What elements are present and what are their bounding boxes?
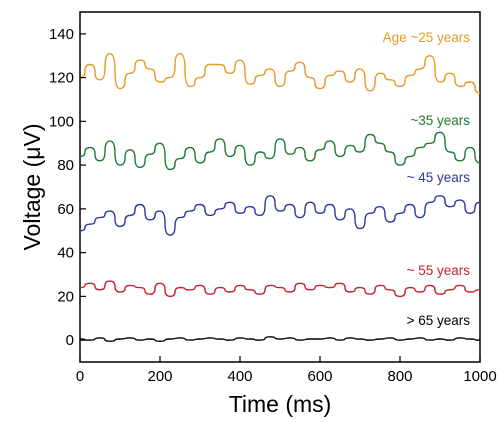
x-tick-label: 800: [387, 368, 412, 385]
y-axis-title: Voltage (μV): [19, 123, 45, 250]
x-axis-ticks: 0 200 400 600 800 1000: [76, 356, 497, 385]
series-label: Age ~25 years: [383, 30, 471, 45]
plot-frame: [79, 11, 481, 363]
y-tick-label: 60: [57, 201, 74, 218]
y-tick-label: 80: [57, 157, 74, 174]
series-label: ~ 45 years: [407, 170, 471, 185]
x-tick-label: 1000: [463, 368, 496, 385]
plot-area: [79, 11, 481, 363]
series-labels: Age ~25 years ~35 years ~ 45 years ~ 55 yea…: [383, 30, 471, 328]
y-tick-label: 140: [49, 26, 74, 43]
x-tick-label: 400: [227, 368, 252, 385]
y-axis-ticks: 0 20 40 60 80 100 120 140: [49, 26, 86, 349]
series-label: > 65 years: [407, 313, 471, 328]
x-tick-label: 200: [147, 368, 172, 385]
series-line: [79, 195, 481, 236]
series-line: [79, 280, 481, 298]
x-axis-title: Time (ms): [229, 391, 332, 417]
y-tick-label: 40: [57, 245, 74, 262]
x-tick-label: 600: [307, 368, 332, 385]
series-label: ~ 55 years: [407, 263, 471, 278]
y-tick-label: 0: [66, 332, 74, 349]
y-tick-label: 20: [57, 288, 74, 305]
x-tick-label: 0: [76, 368, 84, 385]
y-tick-label: 100: [49, 113, 74, 130]
series-layer: [79, 52, 481, 342]
y-tick-label: 120: [49, 70, 74, 87]
series-line: [79, 336, 481, 342]
series-label: ~35 years: [410, 113, 470, 128]
series-line: [79, 131, 481, 171]
series-line: [79, 52, 481, 94]
